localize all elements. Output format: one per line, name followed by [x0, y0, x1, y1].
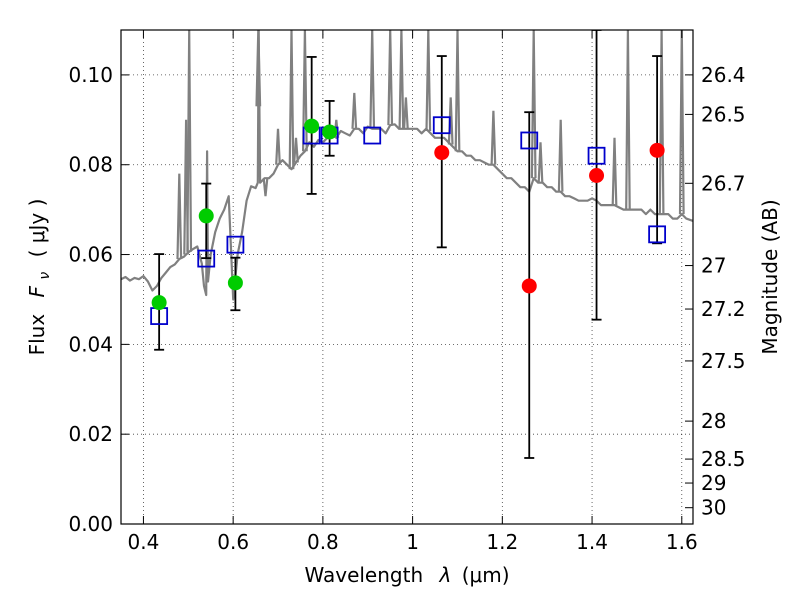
right-axis-label: Magnitude (AB): [758, 199, 782, 354]
right-tick-label: 28: [701, 409, 726, 433]
observed-red-point: [434, 145, 450, 161]
model-band-square: [587, 146, 606, 165]
y-axis-label-symbol: F: [25, 285, 49, 297]
x-axis-label-unit: (μm): [462, 563, 510, 587]
model-band-square: [226, 235, 245, 254]
emission-spike: [425, 30, 432, 132]
emission-spike: [625, 30, 631, 210]
y-tick-label: 0.04: [68, 332, 113, 356]
emission-spike: [557, 119, 564, 192]
right-tick-label: 26.4: [701, 63, 746, 87]
emission-spike: [176, 173, 183, 260]
right-tick-label: 27.2: [701, 297, 746, 321]
x-tick-label: 1.6: [666, 530, 698, 554]
observed-green-point: [198, 208, 214, 224]
observed-green-point: [227, 275, 243, 291]
emission-spike: [288, 30, 295, 170]
right-tick-label: 27: [701, 254, 726, 278]
right-tick-label: 30: [701, 496, 726, 520]
emission-spike: [537, 142, 544, 183]
emission-spike: [255, 30, 262, 107]
grid-lines: [121, 30, 693, 524]
model-band-square: [520, 131, 539, 150]
x-axis-label: Wavelength λ (μm): [304, 563, 509, 587]
y-tick-label: 0.00: [68, 512, 113, 536]
emission-spike: [302, 30, 308, 152]
right-tick-label: 27.5: [701, 349, 746, 373]
x-axis-label-symbol: λ: [439, 563, 452, 587]
x-tick-label: 0.4: [128, 530, 160, 554]
observed-red-point: [649, 142, 665, 158]
x-tick-label: 1.4: [576, 530, 608, 554]
x-tick-label: 0.6: [217, 530, 249, 554]
x-axis-ticks: 0.4 0.6 0.8 1 1.2 1.4 1.6: [128, 30, 698, 554]
model-band-square: [648, 225, 667, 244]
x-tick-label: 1.2: [486, 530, 518, 554]
emission-spike: [530, 30, 537, 179]
y-tick-label: 0.10: [68, 63, 113, 87]
x-axis-label-text: Wavelength: [304, 563, 423, 587]
emission-spike: [403, 97, 409, 129]
emission-spike: [454, 30, 461, 152]
y-tick-label: 0.02: [68, 422, 113, 446]
right-tick-label: 26.7: [701, 171, 746, 195]
model-band-square: [363, 126, 382, 145]
emission-spike: [275, 128, 281, 165]
observed-red-point: [521, 278, 537, 294]
model-band-square: [432, 116, 451, 135]
emission-spike: [678, 30, 685, 215]
observed-green-point: [322, 124, 338, 140]
observed-red-point: [589, 168, 605, 184]
emission-spike: [398, 30, 405, 129]
emission-spike: [490, 110, 497, 165]
plot-frame: [120, 29, 694, 525]
emission-spike: [262, 178, 269, 197]
x-tick-label: 1: [406, 530, 419, 554]
emission-spike: [351, 92, 358, 129]
x-tick-label: 0.8: [307, 530, 339, 554]
emission-spike: [186, 30, 193, 252]
emission-spike: [611, 137, 618, 206]
emission-spike: [387, 30, 394, 126]
observed-green-point: [304, 118, 320, 134]
observed-green-point: [151, 295, 167, 311]
y-tick-label: 0.06: [68, 243, 113, 267]
y-axis-label-text: Flux: [25, 314, 49, 356]
emission-spike: [293, 137, 299, 163]
right-tick-label: 28.5: [701, 447, 746, 471]
y-axis-label: Flux F ν ( μJy ): [25, 199, 54, 356]
y-axis-label-subscript: ν: [37, 272, 53, 280]
y-axis-ticks: 0.00 0.02 0.04 0.06 0.08 0.10: [68, 63, 129, 536]
model-band-square: [197, 249, 216, 268]
observed-points: [151, 118, 665, 311]
right-tick-label: 29: [701, 471, 726, 495]
y-tick-label: 0.08: [68, 153, 113, 177]
right-tick-label: 26.5: [701, 102, 746, 126]
model-spectrum-line: [121, 30, 693, 301]
y-axis-label-unit: ( μJy ): [25, 199, 49, 258]
emission-spike: [369, 30, 376, 129]
